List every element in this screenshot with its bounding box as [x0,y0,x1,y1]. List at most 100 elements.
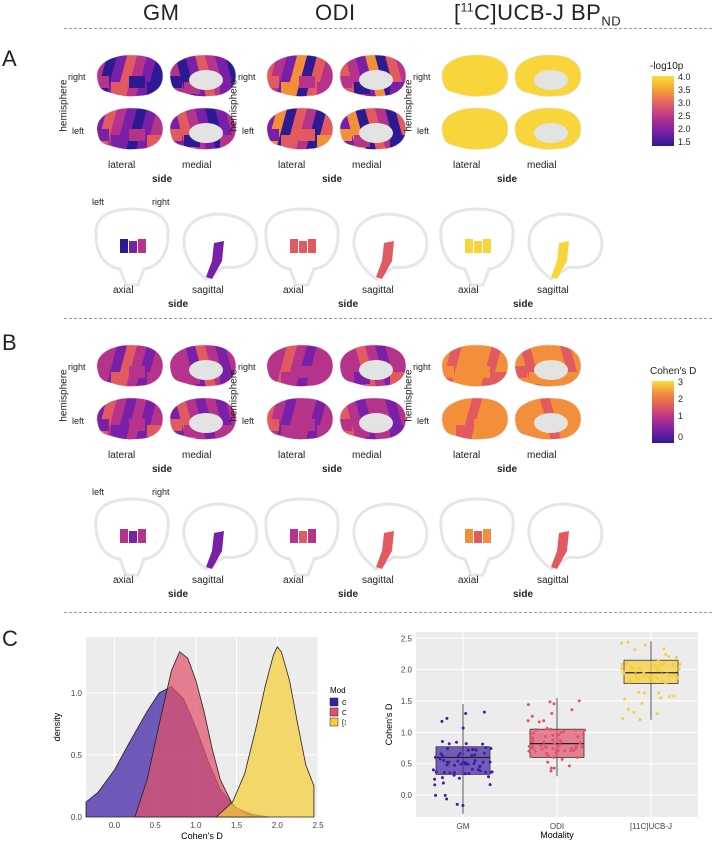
data-point [577,699,581,703]
data-point [665,672,669,676]
data-point [433,755,437,759]
data-point [640,701,644,705]
data-point [656,668,660,672]
data-point [637,666,641,670]
x-tick-label: 1.0 [190,821,202,830]
data-point [473,753,477,757]
data-point [552,766,556,770]
data-point [448,771,452,775]
data-point [489,770,493,774]
data-point [677,667,681,671]
data-point [642,674,646,678]
data-point [672,694,676,698]
data-point [461,760,465,764]
col-label-medial: medial [182,450,212,461]
data-point [632,710,636,714]
side-axis-label: side [338,589,359,600]
col-label-axial: axial [113,575,134,586]
data-point [434,770,438,774]
data-point [664,681,668,685]
col-label-lateral: lateral [278,160,306,171]
data-point [630,679,634,683]
data-point [441,781,445,785]
x-tick-label: 0.5 [150,821,162,830]
hemisphere-axis-label: hemisphere [58,369,70,422]
data-point [445,797,449,801]
y-tick-label: 1.0 [401,728,413,737]
data-point [562,729,566,733]
brain-cortex-b-1 [266,344,407,440]
data-point [627,680,631,684]
y-tick-label: 0.5 [401,760,413,769]
data-point [548,700,552,704]
col-label-medial: medial [527,160,557,171]
data-point [633,669,637,673]
data-point [481,760,485,764]
col-label-axial: axial [283,575,304,586]
title-subscript: ND [601,13,622,29]
data-point [463,772,467,776]
data-point [631,666,635,670]
data-point [530,714,534,718]
data-point [457,776,461,780]
legend-a-colorbar [652,76,674,146]
data-point [551,733,555,737]
data-point [634,673,638,677]
data-point [545,751,549,755]
col-label-sagittal: sagittal [192,575,224,586]
column-title-odi: ODI [315,0,356,25]
box-chart: 0.0 0.5 1.0 1.5 2.0 2.5 GM ODI [11C]UCB-J Modalit… [384,632,698,840]
legend-b-tick: 2 [678,394,684,404]
side-axis-label: side [513,299,534,310]
data-point [456,754,460,758]
data-point [459,762,463,766]
data-point [570,708,574,712]
row-label-left: left [72,126,85,136]
col-label-medial: medial [182,160,212,171]
legend-b-title: Cohen's D [650,366,697,377]
col-label-medial: medial [352,450,382,461]
data-point [650,674,654,678]
data-point [439,752,443,756]
side-axis-label: side [513,589,534,600]
data-point [620,666,624,670]
legend-b-tick: 3 [678,377,684,387]
data-point [668,674,672,678]
hemisphere-axis-label: hemisphere [228,369,240,422]
data-point [549,766,553,770]
brain-cortex-a-2 [441,54,582,150]
data-point [531,746,535,750]
data-point [551,747,555,751]
data-point [442,770,446,774]
col-label-sagittal: sagittal [192,285,224,296]
col-label-axial: axial [458,575,479,586]
data-point [580,745,584,749]
data-point [628,668,632,672]
data-point [431,768,435,772]
side-axis-label: side [497,174,518,185]
data-point [637,677,641,681]
data-point [463,762,467,766]
data-point [550,711,554,715]
data-point [440,719,444,723]
col-label-sagittal: sagittal [537,285,569,296]
data-point [659,696,663,700]
data-point [553,742,557,746]
data-point [466,762,470,766]
density-series-2 [215,646,315,818]
subcortical-label-right: right [152,487,170,497]
data-point [675,655,679,659]
data-point [543,745,547,749]
data-point [487,775,491,779]
data-point [488,760,492,764]
row-label-left: left [242,126,255,136]
data-point [542,740,546,744]
data-point [558,743,562,747]
legend-swatch [329,697,339,707]
x-tick-label: [11C]UCB-J [630,822,672,831]
x-tick-label: ODI [550,822,564,831]
hemisphere-axis-label: hemisphere [403,79,415,132]
legend-entry: GM [342,700,346,707]
column-title-ucbj: [11C]UCB-J BPND [454,0,621,28]
